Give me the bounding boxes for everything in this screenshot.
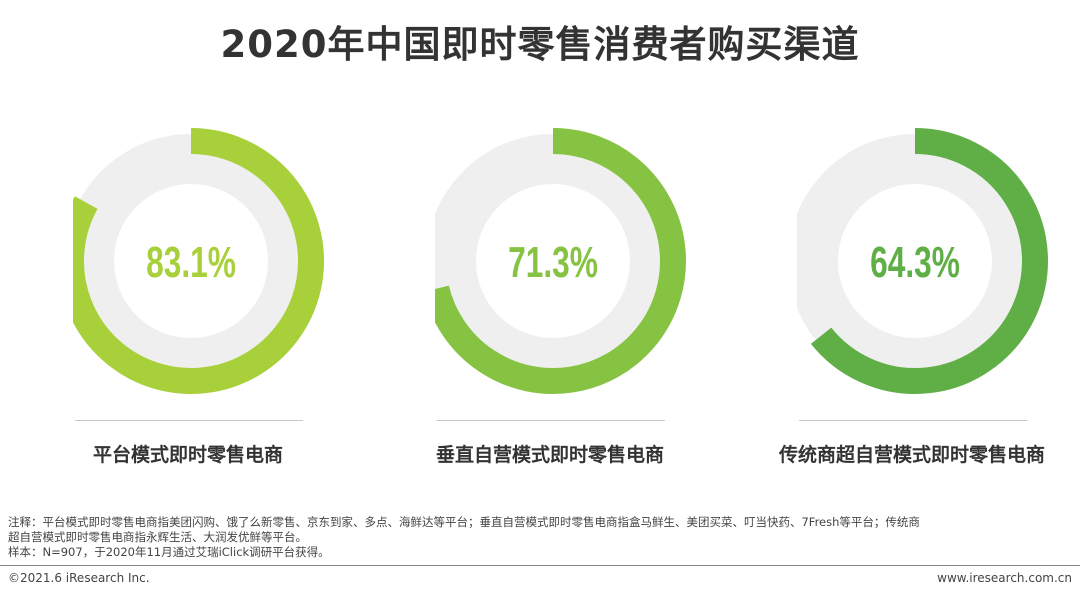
- donut-chart-vertical: 71.3%: [435, 128, 686, 394]
- donut-track: [797, 134, 1042, 388]
- donut-arc: [435, 128, 686, 394]
- donut-value-label: 64.3%: [870, 238, 960, 287]
- donut-value-label: 83.1%: [146, 238, 236, 287]
- footer-copyright: ©2021.6 iResearch Inc.: [8, 571, 150, 585]
- donut-chart-platform: 83.1%: [73, 128, 324, 394]
- chart-title: 2020年中国即时零售消费者购买渠道: [220, 23, 860, 66]
- donut-track: [73, 134, 318, 388]
- divider-line: [75, 420, 303, 421]
- donut-arc: [73, 128, 324, 394]
- donut-arc: [810, 128, 1048, 394]
- category-label-supermarket: 传统商超自营模式即时零售电商: [778, 444, 1045, 466]
- note-line-1: 注释：平台模式即时零售电商指美团闪购、饿了么新零售、京东到家、多点、海鲜达等平台…: [8, 515, 920, 529]
- divider-line: [799, 420, 1027, 421]
- divider-line: [437, 420, 665, 421]
- donut-panel-supermarket: 64.3% 传统商超自营模式即时零售电商: [779, 128, 1057, 473]
- donut-chart-supermarket: 64.3%: [797, 128, 1048, 394]
- footer-divider: [0, 565, 1080, 566]
- donut-panel-vertical: 71.3% 垂直自营模式即时零售电商: [435, 128, 695, 473]
- donut-value-label: 71.3%: [508, 238, 598, 287]
- donut-track: [435, 134, 680, 388]
- footer-website: www.iresearch.com.cn: [937, 571, 1072, 585]
- note-sample: 样本：N=907，于2020年11月通过艾瑞iClick调研平台获得。: [8, 545, 330, 559]
- donut-panel-platform: 83.1% 平台模式即时零售电商: [73, 128, 333, 473]
- category-label-vertical: 垂直自营模式即时零售电商: [435, 444, 664, 466]
- category-label-platform: 平台模式即时零售电商: [92, 444, 283, 466]
- note-line-2: 超自营模式即时零售电商指永辉生活、大润发优鲜等平台。: [8, 530, 307, 544]
